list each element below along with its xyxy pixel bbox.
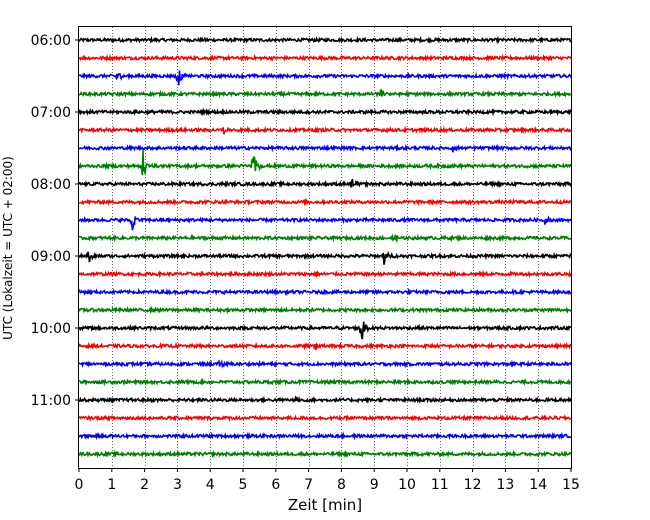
x-tick-label: 9 — [370, 477, 379, 493]
seismic-trace — [78, 431, 572, 441]
trace-group — [78, 35, 572, 459]
seismic-trace — [78, 287, 572, 297]
y-tick-label: 09:00 — [31, 249, 71, 265]
plot-frame — [78, 26, 572, 469]
x-tick-label: 14 — [529, 477, 547, 493]
seismic-trace — [78, 70, 572, 86]
seismic-trace — [78, 449, 572, 459]
x-tick-label: 6 — [271, 477, 280, 493]
seismic-trace — [78, 178, 572, 189]
axis-ticks: 0 1 2 3 4 5 6 7 8 9 10 11 12 13 14 1506:0007:0008:0009:… — [31, 33, 580, 493]
y-axis-label: UTC (Lokalzeit = UTC + 02:00) — [1, 156, 15, 340]
x-tick-label: 4 — [206, 477, 215, 493]
y-tick-label: 11:00 — [31, 393, 71, 409]
seismic-trace — [78, 53, 572, 63]
seismic-trace — [78, 35, 572, 45]
seismic-trace — [78, 150, 572, 176]
seismic-trace — [78, 395, 572, 405]
x-tick-label: 3 — [173, 477, 182, 493]
y-tick-label: 10:00 — [31, 321, 71, 337]
x-tick-label: 12 — [464, 477, 482, 493]
x-tick-label: 5 — [239, 477, 248, 493]
seismic-trace — [78, 88, 572, 99]
seismic-trace — [78, 377, 572, 387]
x-tick-label: 11 — [431, 477, 449, 493]
seismic-trace — [78, 143, 572, 153]
seismic-trace — [78, 321, 572, 340]
seismic-trace — [78, 359, 572, 369]
seismic-trace — [78, 125, 572, 135]
seismic-trace — [78, 305, 572, 315]
x-axis-label: Zeit [min] — [288, 496, 362, 514]
seismic-trace — [78, 233, 572, 244]
x-tick-label: 0 — [75, 477, 84, 493]
seismic-trace — [78, 215, 572, 231]
seismic-trace — [78, 107, 572, 117]
x-tick-label: 7 — [304, 477, 313, 493]
seismic-trace — [78, 413, 572, 423]
y-tick-label: 06:00 — [31, 33, 71, 49]
x-tick-label: 1 — [107, 477, 116, 493]
y-tick-label: 07:00 — [31, 105, 71, 121]
seismic-trace — [78, 269, 572, 279]
x-tick-label: 10 — [398, 477, 416, 493]
seismic-trace — [78, 341, 572, 351]
x-tick-label: 13 — [496, 477, 514, 493]
y-tick-label: 08:00 — [31, 177, 71, 193]
seismic-trace — [78, 250, 572, 265]
seismic-trace — [78, 197, 572, 207]
x-tick-label: 15 — [562, 477, 580, 493]
x-tick-label: 8 — [337, 477, 346, 493]
x-tick-label: 2 — [140, 477, 149, 493]
